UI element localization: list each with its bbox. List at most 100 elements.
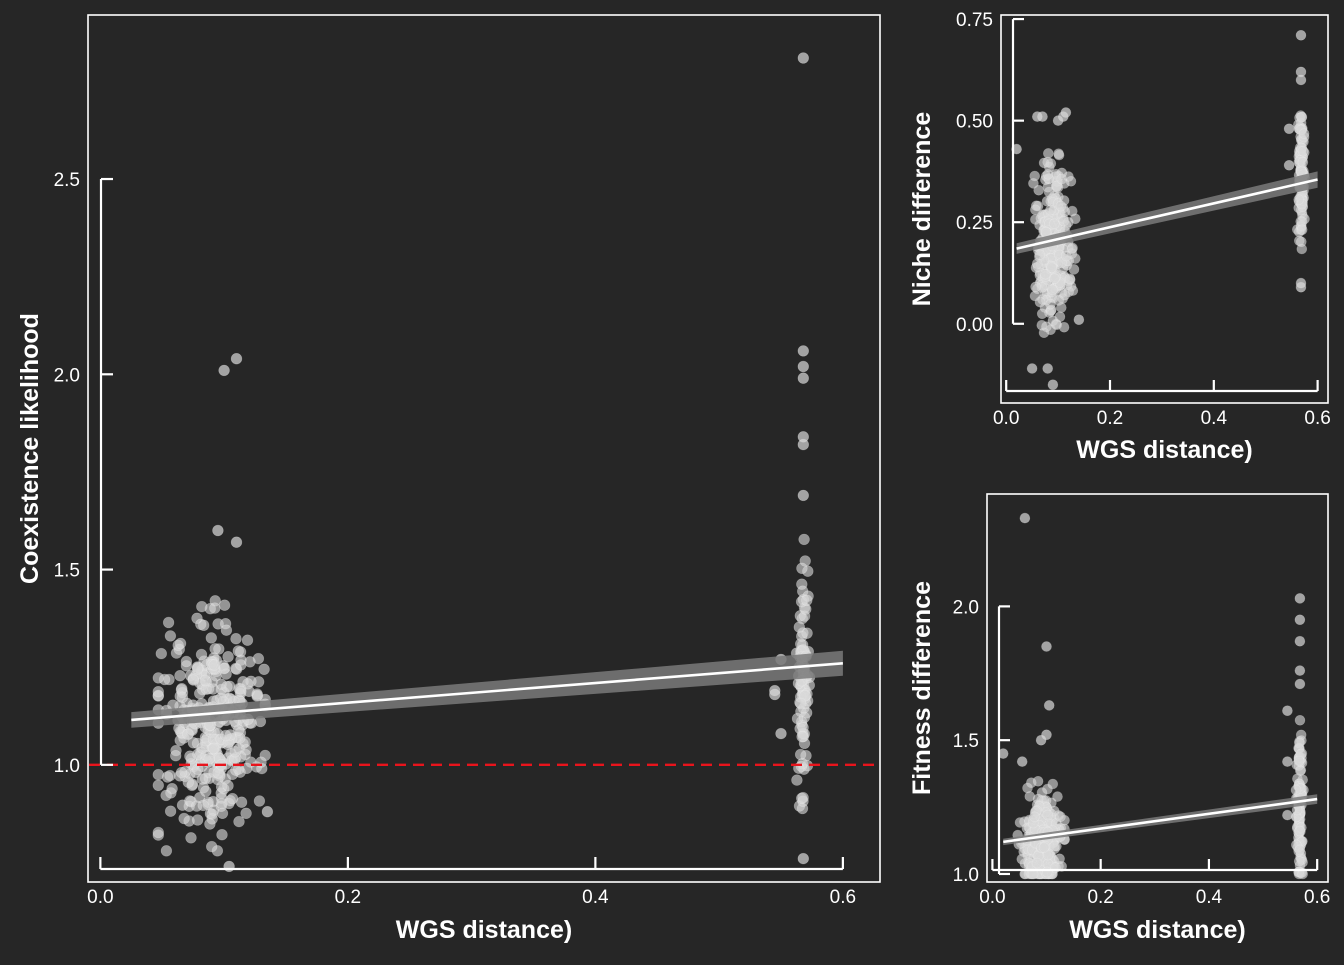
y-tick-label: 0.50 (956, 112, 993, 133)
y-axis-title: Niche difference (908, 112, 936, 307)
data-point (1294, 737, 1305, 749)
data-point (261, 805, 274, 818)
y-tick-label: 1.5 (953, 731, 979, 752)
data-point (1295, 74, 1307, 86)
y-axis-title: Coexistence likelihood (16, 313, 44, 584)
x-tick-label: 0.2 (335, 887, 361, 908)
data-point (155, 647, 168, 660)
data-point (215, 692, 227, 705)
data-point (198, 619, 210, 631)
data-point (207, 683, 219, 695)
data-point (152, 685, 165, 698)
data-point (180, 655, 193, 668)
x-tick-label: 0.4 (582, 887, 609, 908)
data-point (258, 663, 270, 675)
data-point (174, 637, 187, 650)
data-point (1031, 857, 1043, 869)
data-point (775, 727, 787, 740)
data-point (1058, 215, 1070, 227)
data-point (220, 624, 233, 636)
data-point (235, 796, 248, 808)
data-point (199, 674, 212, 687)
niche-panel: 0.0 0.2 0.4 0.6 0.00 0.25 0.50 0.75 WGS distance… (908, 10, 1331, 464)
x-tick-label: 0.0 (87, 887, 113, 908)
x-tick-label: 0.2 (1087, 887, 1113, 908)
data-point (222, 650, 234, 663)
data-point (1056, 173, 1068, 185)
data-point (797, 345, 809, 357)
data-point (1294, 825, 1305, 837)
data-point (1297, 145, 1309, 157)
data-point (1043, 700, 1055, 711)
data-point (203, 752, 215, 765)
data-point (222, 779, 234, 792)
data-point (1295, 765, 1306, 777)
fitness-panel: 0.0 0.2 0.4 0.6 1.0 1.5 2.0 WGS distance) Fitnes… (908, 493, 1330, 944)
data-point (1041, 866, 1053, 878)
data-point (1294, 593, 1306, 604)
data-point (191, 663, 204, 675)
data-point (178, 812, 190, 825)
data-point (1060, 107, 1072, 118)
data-point (233, 763, 245, 775)
data-point (1060, 250, 1072, 262)
confidence-band (131, 650, 843, 728)
data-point (216, 797, 228, 810)
data-point (209, 643, 221, 655)
plot-frame (87, 14, 881, 883)
data-point (801, 594, 813, 606)
data-point (174, 669, 186, 682)
data-point (1294, 678, 1306, 690)
y-axis: 1.0 1.5 2.0 (953, 597, 1010, 886)
data-point (1014, 817, 1026, 828)
data-point (801, 627, 813, 639)
data-points (152, 52, 816, 873)
data-point (796, 730, 808, 743)
data-point (218, 364, 230, 377)
data-point (1064, 273, 1076, 285)
regression-line (131, 662, 843, 722)
data-point (794, 697, 807, 710)
data-point (152, 779, 165, 791)
data-point (1029, 811, 1040, 823)
data-point (160, 789, 172, 802)
data-point (1016, 853, 1028, 865)
data-point (1030, 214, 1041, 225)
data-point (1283, 123, 1295, 135)
data-point (1040, 268, 1051, 280)
data-point (1294, 614, 1306, 626)
data-point (1073, 314, 1085, 326)
data-point (1042, 363, 1053, 374)
y-tick-label: 2.0 (953, 597, 979, 618)
confidence-band (1016, 171, 1318, 254)
data-point (164, 805, 177, 817)
data-point (1030, 281, 1041, 293)
data-point (791, 774, 803, 786)
data-point (797, 852, 809, 865)
data-point (160, 845, 173, 857)
data-point (793, 621, 805, 633)
data-point (196, 742, 208, 754)
y-tick-label: 2.0 (54, 365, 80, 386)
data-point (212, 618, 224, 630)
data-point (253, 676, 265, 688)
data-point (195, 648, 208, 661)
data-point (1053, 148, 1064, 159)
data-point (197, 799, 209, 812)
x-axis-title: WGS distance) (1069, 916, 1245, 944)
data-point (1046, 262, 1057, 273)
data-point (164, 630, 177, 642)
data-point (797, 438, 809, 451)
y-axis-title: Fitness difference (908, 581, 936, 795)
data-point (1047, 379, 1059, 391)
y-tick-label: 1.5 (54, 561, 80, 582)
y-axis: 0.00 0.25 0.50 0.75 (956, 10, 1024, 336)
data-point (229, 745, 241, 758)
x-tick-label: 0.4 (1196, 887, 1223, 908)
data-point (206, 840, 218, 853)
data-point (1028, 178, 1039, 189)
data-point (233, 815, 245, 828)
data-point (1295, 277, 1307, 289)
data-point (218, 662, 230, 675)
